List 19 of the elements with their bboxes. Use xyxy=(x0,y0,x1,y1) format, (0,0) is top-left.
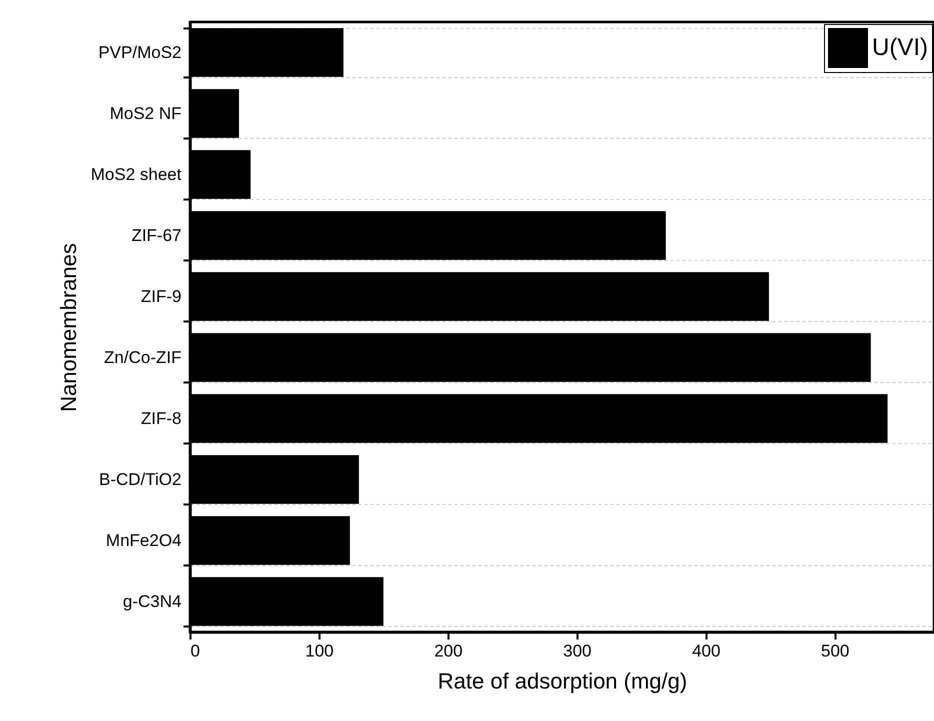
y-tick-label: ZIF-8 xyxy=(140,409,182,428)
y-tick-label: MnFe2O4 xyxy=(106,531,182,550)
y-tick-label: ZIF-9 xyxy=(140,287,182,306)
x-tick-label: 200 xyxy=(434,642,463,660)
y-tick-label: g-C3N4 xyxy=(122,592,182,611)
y-tick-label: ZIF-67 xyxy=(131,226,182,245)
x-axis-title: Rate of adsorption (mg/g) xyxy=(438,668,688,694)
y-tick-label: Zn/Co-ZIF xyxy=(104,348,182,367)
y-tick-label: MoS2 sheet xyxy=(90,165,182,184)
y-tick-label: PVP/MoS2 xyxy=(98,43,182,62)
x-tick-label: 400 xyxy=(692,642,720,660)
y-tick-label: MoS2 NF xyxy=(110,104,182,123)
x-tick-label: 100 xyxy=(305,642,334,660)
y-tick-label: B-CD/TiO2 xyxy=(99,470,182,489)
legend-label: U(VI) xyxy=(872,34,928,61)
x-tick-label: 0 xyxy=(190,642,200,660)
x-tick-label: 300 xyxy=(563,642,592,660)
x-tick-label: 500 xyxy=(821,642,850,660)
y-axis-title: Nanomembranes xyxy=(56,243,81,412)
